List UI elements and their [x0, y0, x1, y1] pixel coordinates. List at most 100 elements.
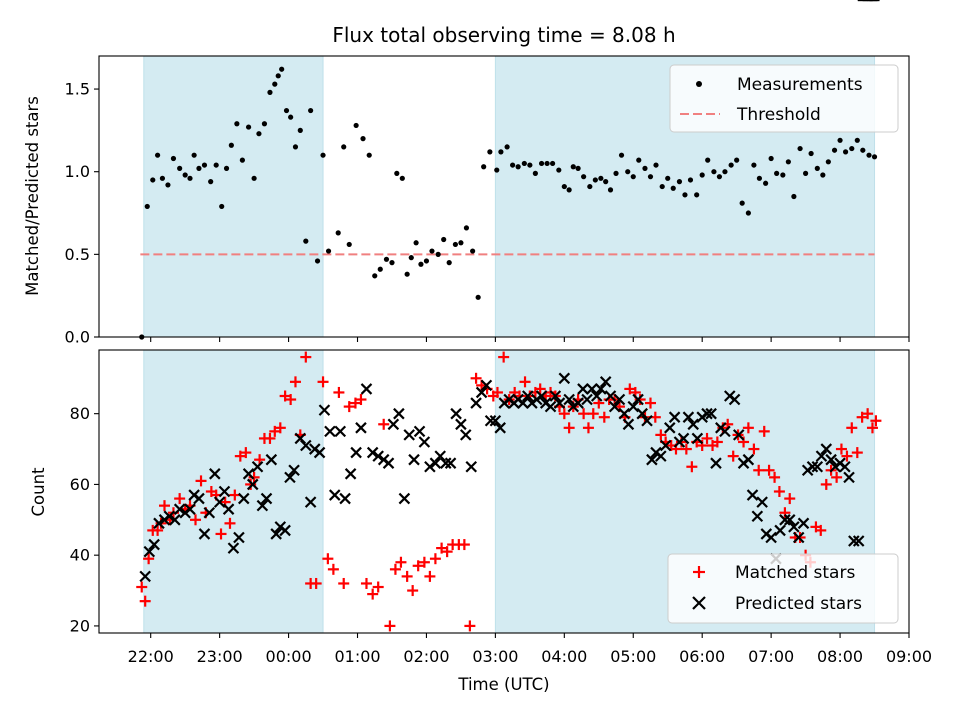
measurement-point [670, 185, 676, 191]
matched-star-point [862, 408, 874, 420]
bottom-legend-box [667, 553, 899, 624]
predicted-star-point [563, 393, 575, 406]
predicted-star-point [465, 460, 478, 473]
matched-star-point [245, 478, 257, 490]
measurement-point [272, 81, 278, 87]
predicted-star-point [184, 503, 196, 515]
observing-window [143, 55, 324, 338]
matched-star-point [360, 577, 372, 589]
x-axis-label: Time (UTC) [457, 675, 549, 694]
measurement-point [751, 162, 757, 168]
matched-star-point [327, 563, 339, 575]
matched-star-point [701, 432, 713, 444]
matched-star-point [866, 422, 878, 434]
predicted-star-point [779, 514, 791, 526]
measurement-point [408, 255, 414, 261]
measurement-point [279, 66, 285, 72]
predicted-star-point [572, 397, 584, 409]
predicted-star-point [288, 464, 300, 477]
measurement-point [418, 261, 424, 267]
measurement-point [618, 152, 625, 158]
matched-star-point [491, 386, 503, 398]
measurement-point [441, 236, 447, 243]
predicted-star-point [304, 496, 317, 508]
predicted-star-point [604, 390, 617, 402]
predicted-star-point [318, 404, 331, 416]
predicted-star-point [344, 468, 357, 480]
measurement-point [603, 179, 609, 185]
measurement-point [780, 172, 786, 178]
predicted-star-point [222, 503, 235, 515]
predicted-star-point [577, 383, 589, 395]
bottom-y-axis-label: Count [29, 467, 48, 517]
predicted-star-point [558, 372, 571, 385]
matched-star-point [773, 486, 785, 497]
measurement-point [446, 260, 452, 266]
matched-star-point [274, 422, 286, 434]
measurement-point [538, 160, 545, 167]
measurement-point [763, 180, 769, 186]
ratio-panel: 0.0 0.5 1.0 1.5 Matched/Predicted stars Mea… [23, 55, 910, 347]
matched-star-point [384, 620, 396, 632]
matched-star-point [711, 436, 723, 448]
matched-star-point [436, 542, 448, 554]
predicted-star-point [756, 496, 768, 508]
measurement-point [314, 258, 321, 264]
predicted-star-point [774, 524, 786, 537]
y-tick-label: 20 [70, 616, 90, 635]
measurement-point [642, 165, 648, 171]
measurement-point [404, 271, 410, 277]
matched-star-point [378, 418, 390, 430]
matched-star-point [498, 351, 510, 363]
predicted-star-point [294, 432, 307, 445]
predicted-star-point [439, 457, 452, 469]
predicted-star-point [209, 468, 221, 480]
bottom-y-axis: 20 40 60 80 [70, 404, 99, 635]
matched-star-point [389, 563, 401, 575]
measurement-point [429, 248, 435, 254]
measurement-point [366, 152, 372, 158]
measurement-point [521, 160, 527, 167]
predicted-star-point [148, 538, 160, 551]
measurement-point [239, 157, 245, 163]
predicted-star-point [173, 503, 186, 515]
predicted-star-point [544, 400, 557, 413]
measurement-point [234, 121, 240, 127]
predicted-star-point [843, 471, 855, 484]
predicted-star-point [783, 514, 796, 526]
predicted-star-point [403, 429, 415, 441]
measurement-point [150, 177, 156, 183]
matched-star-point [158, 500, 170, 512]
y-tick-label: 60 [70, 475, 90, 494]
predicted-star-point [429, 457, 442, 469]
measurement-point [785, 159, 791, 165]
measurement-point [261, 121, 268, 127]
x-tick-label: 02:00 [403, 647, 449, 666]
matched-star-point [534, 383, 546, 395]
matched-star-point [367, 588, 379, 600]
measurement-point [716, 174, 723, 180]
measurement-point [699, 172, 705, 178]
matched-star-point [355, 394, 367, 406]
measurement-point [556, 167, 562, 173]
measurement-point [728, 162, 734, 168]
predicted-star-point [581, 393, 593, 406]
predicted-star-point [742, 453, 755, 466]
predicted-star-point [163, 510, 176, 523]
measurement-point [208, 179, 214, 185]
matched-star-point [846, 422, 858, 434]
predicted-star-point [284, 471, 296, 484]
measurement-point [756, 175, 763, 181]
measurement-point [435, 251, 441, 257]
predicted-star-point [751, 510, 764, 523]
measurement-point [625, 169, 631, 175]
y-tick-label: 1.5 [65, 80, 90, 99]
predicted-star-point [246, 478, 259, 491]
x-tick-label: 08:00 [817, 647, 863, 666]
predicted-star-point [324, 425, 336, 438]
measurement-point [346, 241, 352, 248]
predicted-star-point [237, 492, 250, 505]
measurement-point [475, 294, 481, 300]
x-tick-label: 00:00 [266, 647, 312, 666]
matched-star-point [815, 524, 827, 536]
